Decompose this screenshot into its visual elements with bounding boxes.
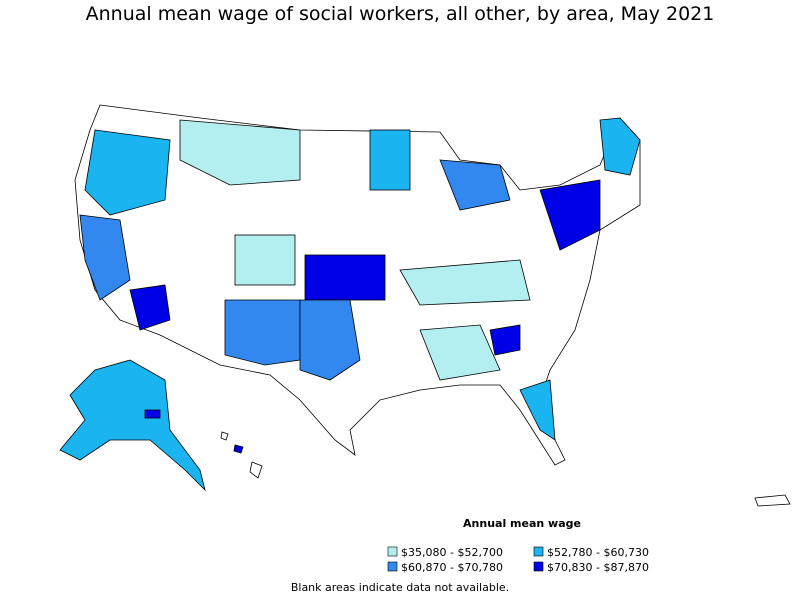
legend-label: $60,870 - $70,780 bbox=[401, 561, 503, 574]
region bbox=[299, 299, 361, 381]
note: Blank areas indicate data not available. bbox=[291, 581, 509, 594]
region bbox=[419, 324, 501, 381]
region bbox=[224, 299, 301, 366]
legend-swatch bbox=[533, 561, 544, 572]
map-title: Annual mean wage of social workers, all … bbox=[86, 3, 715, 25]
hawaii bbox=[220, 431, 229, 441]
region bbox=[129, 284, 171, 331]
region bbox=[539, 179, 601, 251]
legend-label: $52,780 - $60,730 bbox=[547, 546, 649, 559]
region bbox=[304, 254, 386, 301]
legend-title: Annual mean wage bbox=[463, 517, 581, 530]
region bbox=[399, 259, 531, 306]
puerto-rico bbox=[754, 494, 791, 507]
hawaii bbox=[249, 461, 263, 479]
hawaii bbox=[233, 444, 244, 454]
legend-swatch bbox=[387, 546, 398, 557]
map bbox=[59, 104, 791, 507]
alaska bbox=[59, 359, 206, 492]
region bbox=[234, 234, 296, 286]
legend-label: $70,830 - $87,870 bbox=[547, 561, 649, 574]
region bbox=[79, 214, 131, 301]
legend: $35,080 - $52,700 $52,780 - $60,730 $60,87… bbox=[387, 546, 649, 574]
legend-swatch bbox=[533, 546, 544, 557]
legend-swatch bbox=[387, 561, 398, 572]
region bbox=[439, 159, 511, 211]
region bbox=[179, 119, 301, 186]
region bbox=[144, 409, 161, 419]
region bbox=[519, 379, 556, 441]
region bbox=[369, 129, 411, 191]
region bbox=[84, 129, 171, 216]
region bbox=[599, 117, 641, 176]
region bbox=[489, 324, 521, 356]
legend-label: $35,080 - $52,700 bbox=[401, 546, 503, 559]
